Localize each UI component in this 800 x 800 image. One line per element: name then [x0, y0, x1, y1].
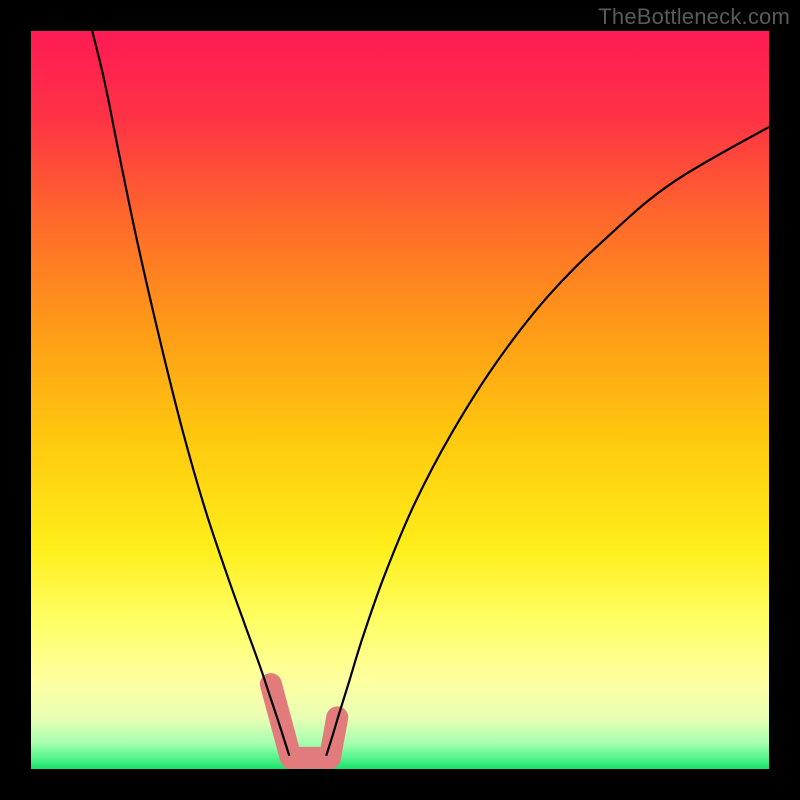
- watermark-text: TheBottleneck.com: [598, 4, 790, 30]
- chart-frame: TheBottleneck.com: [0, 0, 800, 800]
- gradient-background: [31, 31, 769, 769]
- chart-svg: [31, 31, 769, 769]
- plot-area: [31, 31, 769, 769]
